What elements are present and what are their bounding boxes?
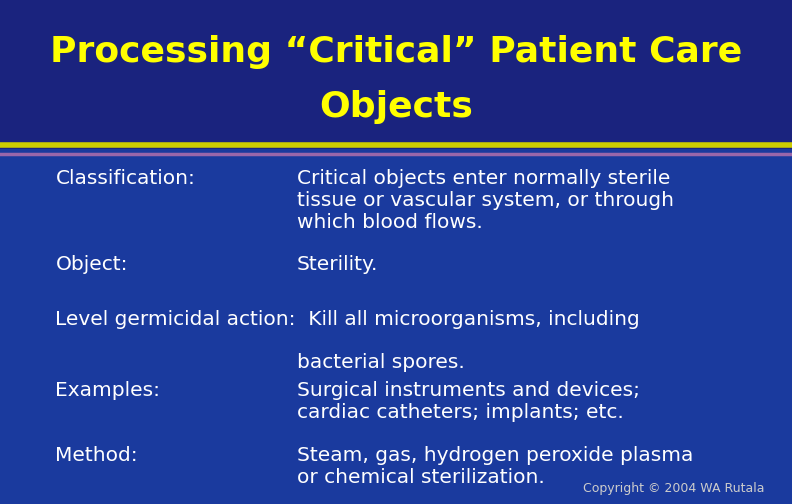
Text: Examples:: Examples: <box>55 381 161 400</box>
Text: Classification:: Classification: <box>55 169 196 188</box>
Text: Surgical instruments and devices;
cardiac catheters; implants; etc.: Surgical instruments and devices; cardia… <box>297 381 640 421</box>
Text: Method:: Method: <box>55 446 138 465</box>
Text: Sterility.: Sterility. <box>297 255 379 274</box>
Text: Steam, gas, hydrogen peroxide plasma
or chemical sterilization.: Steam, gas, hydrogen peroxide plasma or … <box>297 446 693 487</box>
Text: Copyright © 2004 WA Rutala: Copyright © 2004 WA Rutala <box>583 482 764 495</box>
Text: Objects: Objects <box>319 90 473 124</box>
Text: Processing “Critical” Patient Care: Processing “Critical” Patient Care <box>50 35 742 69</box>
Text: Level germicidal action:  Kill all microorganisms, including: Level germicidal action: Kill all microo… <box>55 310 640 329</box>
Text: bacterial spores.: bacterial spores. <box>297 353 465 372</box>
Bar <box>0 0 792 149</box>
Text: Object:: Object: <box>55 255 128 274</box>
Text: Critical objects enter normally sterile
tissue or vascular system, or through
wh: Critical objects enter normally sterile … <box>297 169 674 232</box>
